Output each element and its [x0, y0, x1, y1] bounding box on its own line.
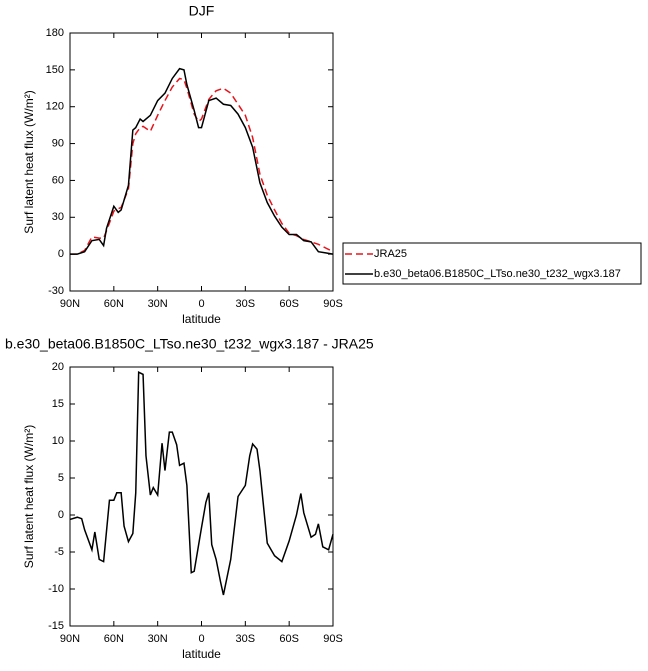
x-tick-label: 30N: [148, 633, 168, 645]
legend-label: JRA25: [374, 248, 407, 260]
y-axis-label: Surf latent heat flux (W/m²): [22, 425, 36, 568]
x-tick-label: 60N: [104, 298, 124, 310]
x-tick-label: 90N: [60, 298, 80, 310]
y-tick-label: 0: [58, 509, 64, 521]
y-tick-label: 120: [46, 101, 64, 113]
x-tick-label: 90S: [323, 633, 343, 645]
y-tick-label: 180: [46, 27, 64, 39]
plot-frame: [69, 32, 334, 292]
y-tick-label: 150: [46, 64, 64, 76]
y-tick-label: 15: [52, 398, 64, 410]
y-tick-label: 5: [58, 472, 64, 484]
data-line: [70, 77, 334, 255]
x-axis-label: latitude: [182, 312, 221, 326]
y-tick-label: 20: [52, 361, 64, 373]
data-line: [69, 370, 334, 596]
data-line: [70, 67, 334, 255]
y-axis-label: Surf latent heat flux (W/m²): [22, 90, 36, 233]
x-tick-label: 60S: [279, 633, 299, 645]
x-tick-label: 60S: [279, 298, 299, 310]
y-tick-label: -15: [48, 620, 64, 632]
x-tick-label: 90S: [323, 298, 343, 310]
x-tick-label: 30S: [236, 633, 256, 645]
legend-label: b.e30_beta06.B1850C_LTso.ne30_t232_wgx3.…: [374, 268, 621, 280]
y-tick-label: 90: [52, 137, 64, 149]
x-axis-label: latitude: [182, 647, 221, 661]
plot-frame: [69, 366, 334, 627]
chart-title: b.e30_beta06.B1850C_LTso.ne30_t232_wgx3.…: [5, 336, 374, 352]
x-tick-label: 30N: [148, 298, 168, 310]
y-tick-label: -30: [48, 285, 64, 297]
x-tick-label: 90N: [60, 633, 80, 645]
y-tick-label: -10: [48, 583, 64, 595]
y-tick-label: 10: [52, 435, 64, 447]
chart-title: DJF: [189, 3, 215, 19]
x-tick-label: 30S: [236, 298, 256, 310]
legend-box: [342, 242, 642, 285]
y-tick-label: 30: [52, 211, 64, 223]
y-tick-label: 60: [52, 174, 64, 186]
x-tick-label: 0: [198, 298, 204, 310]
x-tick-label: 0: [198, 633, 204, 645]
y-tick-label: 0: [58, 248, 64, 260]
y-tick-label: -5: [54, 546, 64, 558]
x-tick-label: 60N: [104, 633, 124, 645]
